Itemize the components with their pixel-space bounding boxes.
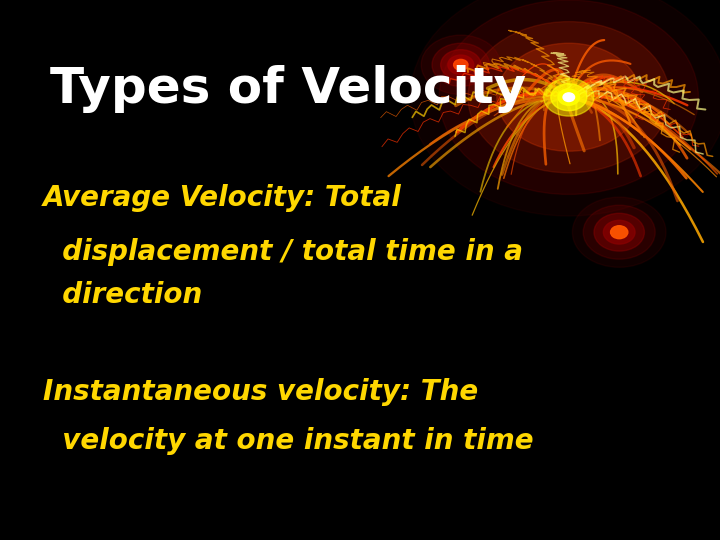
Circle shape — [563, 93, 575, 102]
Circle shape — [468, 22, 670, 173]
Circle shape — [594, 213, 644, 251]
Circle shape — [572, 197, 666, 267]
Circle shape — [544, 78, 594, 116]
Circle shape — [439, 0, 698, 194]
Text: direction: direction — [43, 281, 202, 309]
Text: Types of Velocity: Types of Velocity — [50, 65, 526, 113]
Circle shape — [558, 89, 580, 105]
Circle shape — [441, 50, 481, 80]
Text: Instantaneous velocity: The: Instantaneous velocity: The — [43, 378, 479, 406]
Circle shape — [454, 59, 468, 70]
Circle shape — [410, 0, 720, 216]
Circle shape — [551, 84, 587, 111]
Circle shape — [497, 43, 641, 151]
Text: velocity at one instant in time: velocity at one instant in time — [43, 427, 534, 455]
Text: Average Velocity: Total: Average Velocity: Total — [43, 184, 402, 212]
Circle shape — [432, 43, 490, 86]
Circle shape — [448, 55, 474, 75]
Text: displacement / total time in a: displacement / total time in a — [43, 238, 523, 266]
Circle shape — [421, 35, 500, 94]
Circle shape — [603, 220, 635, 244]
Circle shape — [583, 205, 655, 259]
Circle shape — [611, 226, 628, 239]
